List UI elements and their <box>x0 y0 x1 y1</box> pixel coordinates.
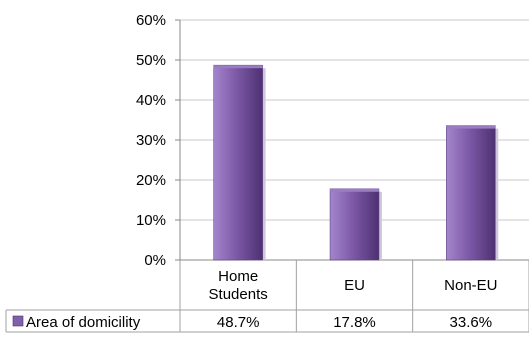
bar-top-highlight <box>213 65 263 69</box>
y-tick-label: 50% <box>136 52 166 69</box>
y-tick-label: 30% <box>136 132 166 149</box>
legend-label: Area of domicility <box>26 314 141 331</box>
x-category-label: Home <box>218 268 258 285</box>
x-category-label: Non-EU <box>444 277 497 294</box>
y-tick-label: 60% <box>136 12 166 29</box>
legend-swatch <box>12 315 24 327</box>
x-category-label: EU <box>344 277 365 294</box>
y-tick-label: 40% <box>136 92 166 109</box>
x-category-label: Students <box>209 286 268 303</box>
table-value-label: 33.6% <box>450 314 493 331</box>
table-value-label: 48.7% <box>217 314 260 331</box>
bar <box>213 64 263 261</box>
bar-top-highlight <box>330 188 379 192</box>
y-tick-label: 10% <box>136 212 166 229</box>
bar <box>329 188 380 261</box>
bar-top-highlight <box>446 125 496 129</box>
table-value-label: 17.8% <box>333 314 376 331</box>
y-tick-label: 20% <box>136 172 166 189</box>
y-tick-label: 0% <box>144 252 166 269</box>
bar <box>446 125 496 261</box>
bars <box>213 64 499 261</box>
